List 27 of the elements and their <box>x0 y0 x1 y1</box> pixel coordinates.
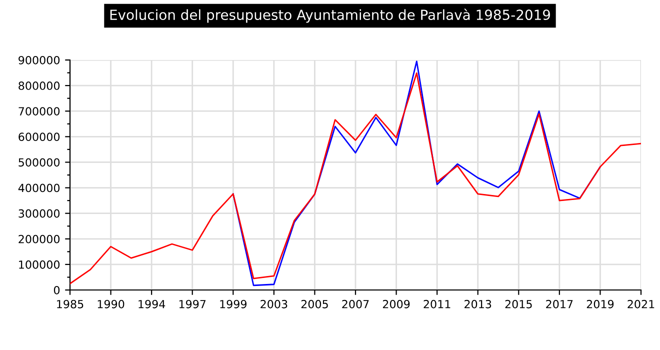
y-tick-label: 400000 <box>18 184 60 192</box>
x-tick-label: 2021 <box>628 300 654 308</box>
y-tick-label: 500000 <box>18 158 60 167</box>
x-tick-label: 2017 <box>546 300 573 308</box>
y-tick-label: 200000 <box>18 234 60 244</box>
line-series <box>70 72 641 284</box>
x-tick-label: 2013 <box>464 300 492 308</box>
y-tick-label: 0 <box>54 286 60 294</box>
x-tick-label: 2015 <box>505 300 532 308</box>
x-tick-label: 1994 <box>138 300 166 308</box>
x-tick-label: 1997 <box>179 300 206 308</box>
chart-title: Evolucion del presupuesto Ayuntamiento de Parlavà 1985-2019 <box>110 8 550 23</box>
x-tick-label: 1999 <box>220 300 246 308</box>
y-tick-label: 100000 <box>19 260 60 269</box>
x-tick-label: 2003 <box>260 300 288 308</box>
x-tick-label: 2019 <box>586 300 614 308</box>
x-tick-label: 1985 <box>57 300 84 308</box>
y-tick-label: 700000 <box>18 107 60 116</box>
x-tick-label: 1990 <box>98 300 124 308</box>
x-tick-label: 2005 <box>301 300 328 308</box>
y-tick-label: 600000 <box>18 132 60 142</box>
y-tick-label: 300000 <box>18 209 60 218</box>
x-tick-label: 2011 <box>424 300 450 308</box>
y-tick-label: 900000 <box>18 56 60 64</box>
x-tick-label: 2009 <box>382 300 410 308</box>
x-tick-label: 2007 <box>342 300 369 308</box>
y-tick-label: 800000 <box>18 82 60 90</box>
